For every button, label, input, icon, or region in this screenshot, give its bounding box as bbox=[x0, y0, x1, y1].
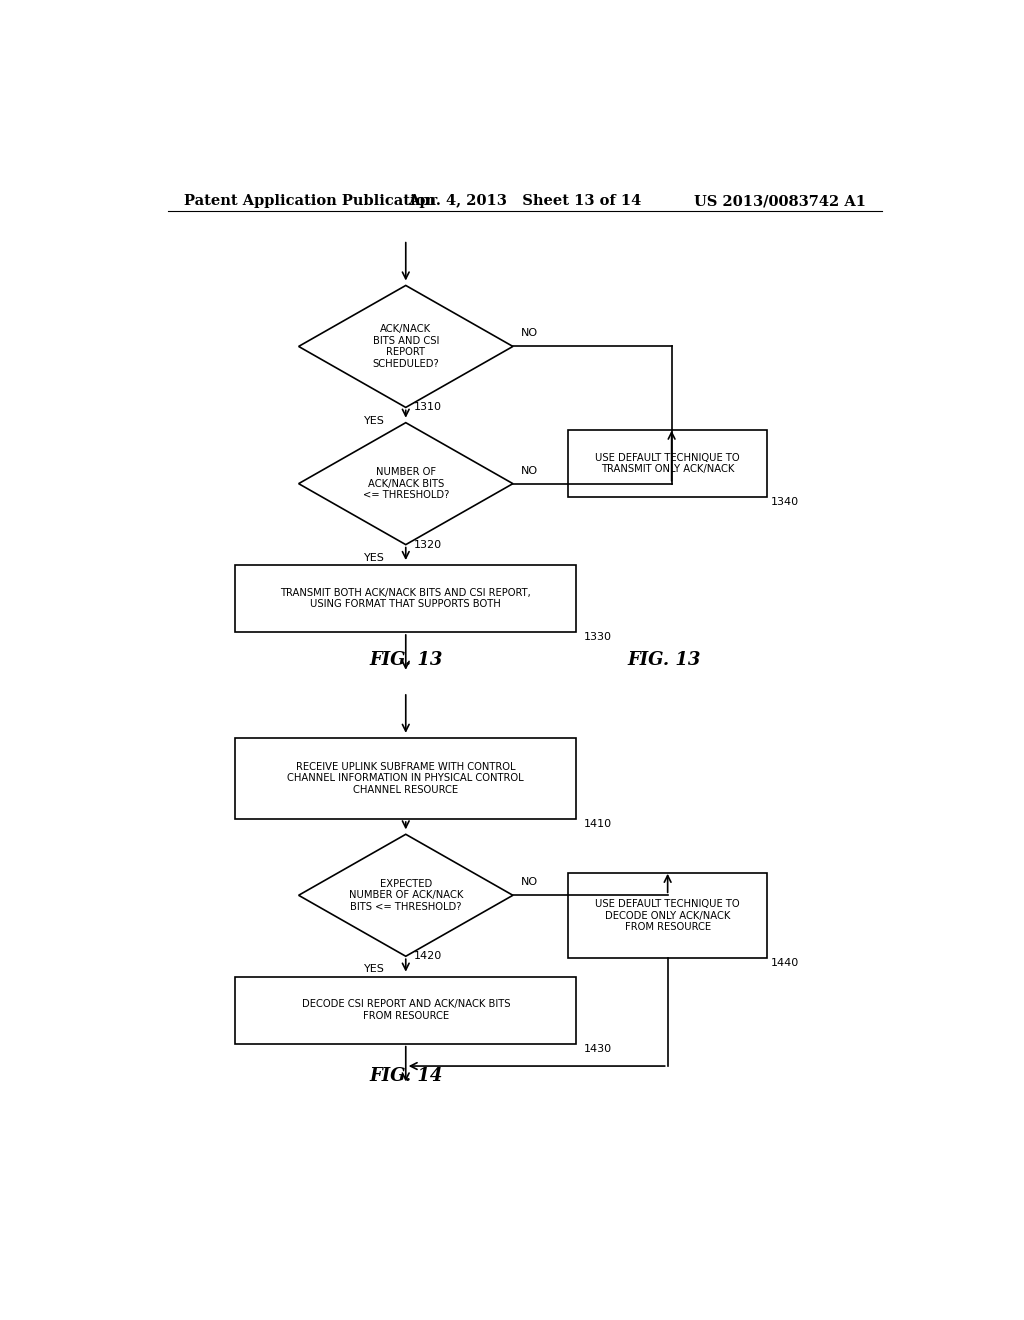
Text: 1330: 1330 bbox=[585, 632, 612, 642]
Text: TRANSMIT BOTH ACK/NACK BITS AND CSI REPORT,
USING FORMAT THAT SUPPORTS BOTH: TRANSMIT BOTH ACK/NACK BITS AND CSI REPO… bbox=[281, 587, 531, 610]
Text: US 2013/0083742 A1: US 2013/0083742 A1 bbox=[694, 194, 866, 209]
Text: NO: NO bbox=[521, 466, 538, 475]
Text: NUMBER OF
ACK/NACK BITS
<= THRESHOLD?: NUMBER OF ACK/NACK BITS <= THRESHOLD? bbox=[362, 467, 449, 500]
Text: YES: YES bbox=[364, 553, 384, 562]
Text: EXPECTED
NUMBER OF ACK/NACK
BITS <= THRESHOLD?: EXPECTED NUMBER OF ACK/NACK BITS <= THRE… bbox=[348, 879, 463, 912]
Text: YES: YES bbox=[364, 416, 384, 425]
Text: DECODE CSI REPORT AND ACK/NACK BITS
FROM RESOURCE: DECODE CSI REPORT AND ACK/NACK BITS FROM… bbox=[301, 999, 510, 1020]
Bar bbox=[568, 873, 767, 958]
Text: USE DEFAULT TECHNIQUE TO
DECODE ONLY ACK/NACK
FROM RESOURCE: USE DEFAULT TECHNIQUE TO DECODE ONLY ACK… bbox=[595, 899, 740, 932]
Text: 1430: 1430 bbox=[585, 1044, 612, 1053]
Bar bbox=[568, 430, 767, 496]
Text: 1340: 1340 bbox=[771, 496, 799, 507]
Text: 1410: 1410 bbox=[585, 818, 612, 829]
Text: YES: YES bbox=[364, 965, 384, 974]
Text: FIG. 14: FIG. 14 bbox=[369, 1068, 442, 1085]
Text: Apr. 4, 2013   Sheet 13 of 14: Apr. 4, 2013 Sheet 13 of 14 bbox=[409, 194, 641, 209]
Text: RECEIVE UPLINK SUBFRAME WITH CONTROL
CHANNEL INFORMATION IN PHYSICAL CONTROL
CHA: RECEIVE UPLINK SUBFRAME WITH CONTROL CHA… bbox=[288, 762, 524, 795]
Text: 1440: 1440 bbox=[771, 958, 799, 969]
Text: FIG. 13: FIG. 13 bbox=[627, 651, 700, 669]
Text: FIG. 13: FIG. 13 bbox=[369, 651, 442, 669]
Text: 1420: 1420 bbox=[414, 952, 442, 961]
Text: 1310: 1310 bbox=[414, 403, 441, 412]
Text: Patent Application Publication: Patent Application Publication bbox=[183, 194, 435, 209]
Text: NO: NO bbox=[521, 878, 538, 887]
Text: USE DEFAULT TECHNIQUE TO
TRANSMIT ONLY ACK/NACK: USE DEFAULT TECHNIQUE TO TRANSMIT ONLY A… bbox=[595, 453, 740, 474]
Text: ACK/NACK
BITS AND CSI
REPORT
SCHEDULED?: ACK/NACK BITS AND CSI REPORT SCHEDULED? bbox=[373, 323, 439, 368]
Text: NO: NO bbox=[521, 329, 538, 338]
Bar bbox=[236, 738, 577, 818]
Text: 1320: 1320 bbox=[414, 540, 441, 549]
Bar bbox=[236, 565, 577, 632]
Bar bbox=[236, 977, 577, 1044]
